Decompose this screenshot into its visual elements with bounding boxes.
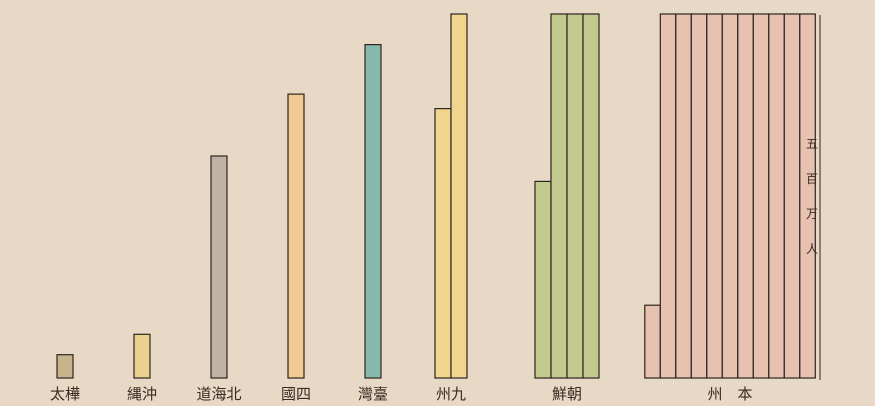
bar-7-column-2 bbox=[550, 13, 568, 379]
unit-label-char-3: 万 bbox=[806, 207, 818, 221]
category-label-5: 灣臺 bbox=[358, 385, 388, 403]
bar-1-column-1 bbox=[56, 354, 74, 379]
category-label-4: 國四 bbox=[281, 385, 311, 403]
bar-6-column-2 bbox=[450, 13, 468, 379]
bar-5-column-1 bbox=[364, 43, 382, 379]
labels-group: 太樺 縄沖 道海北 國四 灣臺 州九 鮮朝 州 本 bbox=[50, 385, 753, 403]
category-label-7: 鮮朝 bbox=[552, 385, 582, 403]
unit-label-char-2: 百 bbox=[806, 172, 818, 186]
bar-5 bbox=[364, 43, 382, 379]
bar-8-column-3 bbox=[675, 13, 692, 379]
category-label-8: 州 本 bbox=[707, 385, 752, 403]
bar-8-column-5 bbox=[706, 13, 723, 379]
bar-6-column-1 bbox=[434, 107, 452, 379]
bar-8-column-8 bbox=[752, 13, 770, 379]
bar-8-column-11 bbox=[799, 13, 816, 379]
bar-3-column-1 bbox=[210, 155, 228, 379]
bar-2-column-1 bbox=[133, 333, 151, 379]
bar-4-column-1 bbox=[287, 93, 305, 379]
category-label-6: 州九 bbox=[436, 385, 466, 403]
category-label-1: 太樺 bbox=[50, 385, 80, 403]
bar-3 bbox=[210, 155, 228, 379]
bar-8-column-4 bbox=[690, 13, 708, 379]
bar-7-column-3 bbox=[566, 13, 584, 379]
bar-8 bbox=[644, 13, 816, 379]
bar-7-column-1 bbox=[534, 180, 552, 379]
bar-8-column-9 bbox=[768, 13, 785, 379]
bar-8-column-1 bbox=[644, 304, 661, 379]
bar-6 bbox=[434, 13, 468, 379]
bar-8-column-10 bbox=[783, 13, 801, 379]
bar-4 bbox=[287, 93, 305, 379]
bars-group bbox=[56, 13, 816, 379]
bar-8-column-6 bbox=[721, 13, 739, 379]
unit-label-char-1: 五 bbox=[806, 137, 818, 151]
category-label-3: 道海北 bbox=[196, 385, 241, 403]
bar-8-column-2 bbox=[659, 13, 677, 379]
bar-7-column-4 bbox=[582, 13, 600, 379]
unit-label-char-4: 人 bbox=[806, 242, 818, 256]
bar-2 bbox=[133, 333, 151, 379]
bar-8-column-7 bbox=[737, 13, 754, 379]
bar-1 bbox=[56, 354, 74, 379]
category-label-2: 縄沖 bbox=[127, 385, 157, 403]
bar-7 bbox=[534, 13, 600, 379]
